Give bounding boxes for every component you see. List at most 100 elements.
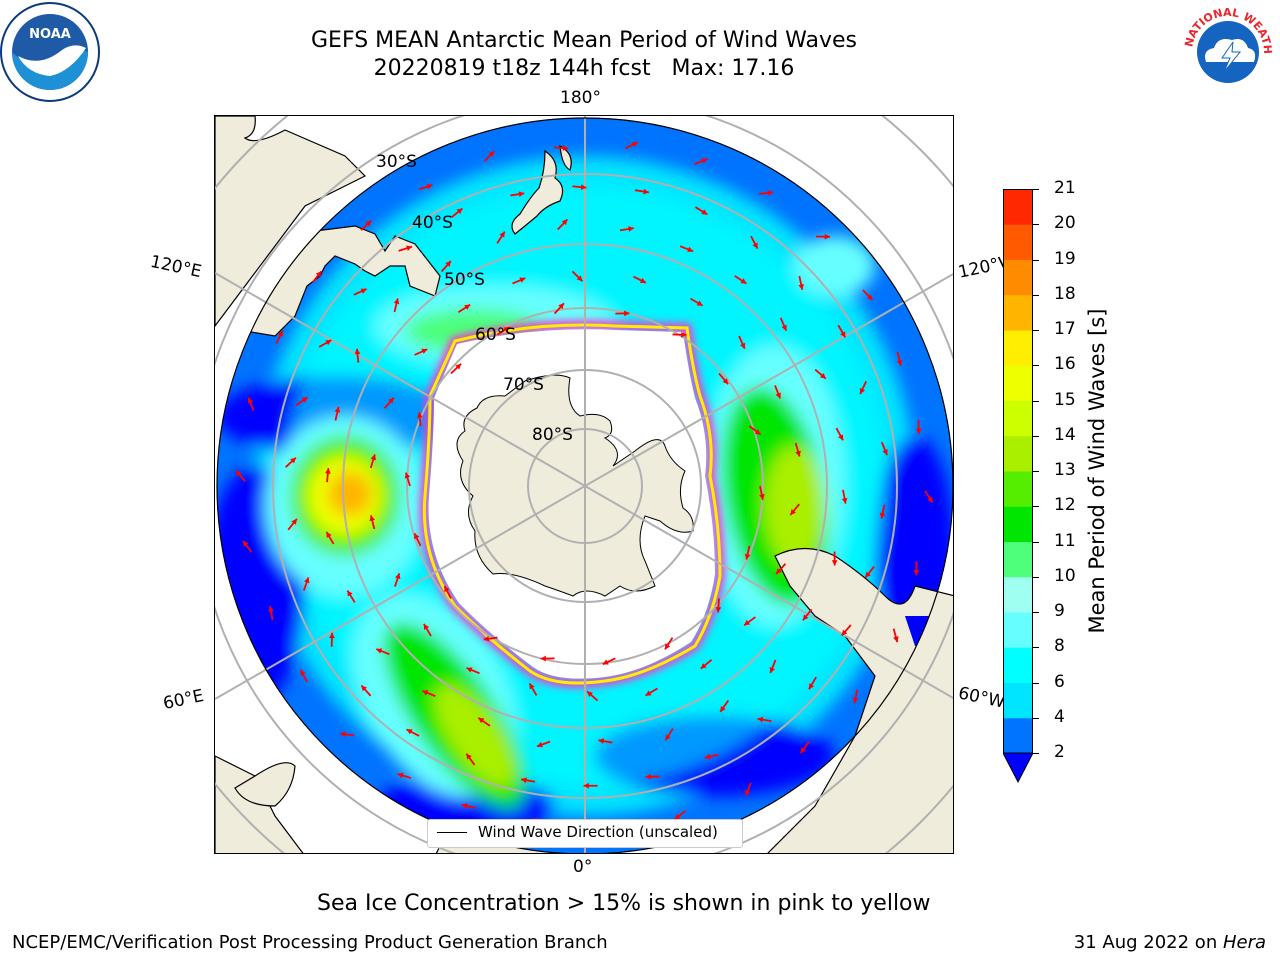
colorbar-segment xyxy=(1003,330,1033,366)
wave-arrow-head xyxy=(865,571,871,578)
wave-arrow-head xyxy=(315,271,322,278)
wave-arrow-head xyxy=(421,348,428,354)
colorbar-tick-mark xyxy=(1033,612,1039,613)
wave-arrow-head xyxy=(576,275,583,282)
lat-label-30s: 30°S xyxy=(376,152,417,172)
colorbar-tick-label: 4 xyxy=(1054,706,1065,727)
colorbar-tick-label: 2 xyxy=(1054,742,1065,762)
lat-label-80s: 80°S xyxy=(532,425,573,445)
wave-arrow-head xyxy=(456,208,463,214)
wave-arrow-head xyxy=(879,512,886,519)
colorbar-tick-mark xyxy=(1033,400,1039,402)
colorbar-segment xyxy=(1003,294,1033,331)
wave-arrow-head xyxy=(291,518,297,525)
wave-arrow-head xyxy=(268,606,274,612)
colorbar-segment xyxy=(1003,682,1033,719)
wave-arrow-head xyxy=(455,363,462,370)
wave-arrow-head xyxy=(831,560,838,566)
colorbar-tick-mark xyxy=(1033,330,1039,331)
wave-arrow-head xyxy=(422,690,429,696)
wave-arrow-head xyxy=(674,813,681,820)
wave-arrow-head xyxy=(329,632,335,639)
antarctica xyxy=(456,374,694,597)
wave-arrow-head xyxy=(759,493,765,500)
wave-arrow-head xyxy=(365,220,372,227)
wave-arrow-head xyxy=(798,284,805,290)
colorbar-segment xyxy=(1003,259,1033,296)
wave-arrow-head xyxy=(416,412,423,418)
colorbar-extension xyxy=(1002,752,1034,784)
wave-arrow-head xyxy=(628,226,634,232)
lat-label-40s: 40°S xyxy=(412,213,453,233)
wave-arrow-head xyxy=(915,428,922,434)
wave-arrow-head xyxy=(840,331,846,338)
wave-arrow-head xyxy=(624,310,630,317)
colorbar-segment xyxy=(1003,576,1033,613)
colorbar-tick-label: 18 xyxy=(1054,283,1076,304)
wave-arrow-head xyxy=(704,753,711,760)
wave-arrow-head xyxy=(927,496,933,503)
wave-arrow-head xyxy=(700,663,707,669)
footer-host: Hera xyxy=(1222,932,1266,953)
map-canvas xyxy=(215,116,953,853)
wave-arrow-head xyxy=(325,340,332,346)
wave-arrow-head xyxy=(247,397,254,404)
colorbar xyxy=(1002,189,1034,784)
map-legend: Wind Wave Direction (unscaled) xyxy=(427,819,743,848)
wave-arrow-head xyxy=(701,158,708,164)
colorbar-tick-label: 15 xyxy=(1054,389,1076,410)
wave-arrow-head xyxy=(393,298,400,305)
wave-arrow-head xyxy=(744,789,751,796)
wave-arrow-head xyxy=(466,667,473,673)
wave-arrow-head xyxy=(744,553,751,560)
wave-arrow-head xyxy=(301,397,308,403)
wave-arrow-head xyxy=(852,697,859,704)
colorbar-tick-mark xyxy=(1033,717,1039,719)
wave-arrow-head xyxy=(464,304,471,310)
wave-arrow-head xyxy=(562,145,569,151)
colorbar-tick-mark xyxy=(1033,294,1039,296)
wave-arrow-head xyxy=(744,619,751,626)
colorbar-tick-mark xyxy=(1033,435,1039,437)
wave-arrow-head xyxy=(769,667,775,673)
colorbar-tick-label: 12 xyxy=(1054,495,1076,516)
colorbar-tick-mark xyxy=(1033,259,1039,261)
wave-arrow-head xyxy=(370,454,377,461)
colorbar-tick-mark xyxy=(1033,682,1039,684)
wave-arrow-head xyxy=(824,233,830,240)
wave-arrow-head xyxy=(882,449,888,456)
wave-arrow-head xyxy=(701,209,708,215)
colorbar-tick-mark xyxy=(1033,471,1039,472)
wave-arrow-head xyxy=(687,246,694,253)
wave-arrow-head xyxy=(819,373,826,379)
wave-arrow-head xyxy=(290,457,296,464)
wave-arrow-head xyxy=(645,773,651,780)
colorbar-tick-label: 8 xyxy=(1054,636,1065,657)
colorbar-tick-label: 14 xyxy=(1054,424,1076,445)
wave-arrow-head xyxy=(466,753,472,760)
wave-arrow-head xyxy=(347,590,353,597)
lat-label-60s: 60°S xyxy=(475,325,516,345)
wave-arrow-head xyxy=(664,643,671,650)
wave-arrow-head xyxy=(388,397,394,404)
wave-arrow-head xyxy=(558,303,564,310)
colorbar-segment xyxy=(1003,506,1033,542)
wave-arrow-head xyxy=(767,190,773,196)
wave-arrow-head xyxy=(781,324,787,331)
wave-arrow-head xyxy=(540,655,546,662)
wave-arrow-head xyxy=(790,509,796,515)
colorbar-tick-label: 6 xyxy=(1054,671,1065,692)
wave-arrow-head xyxy=(752,242,758,249)
wave-arrow-head xyxy=(665,734,671,741)
wave-arrow-head xyxy=(499,231,505,238)
nws-logo: NATIONAL WEATHER SERVICE xyxy=(1174,0,1278,102)
wave-arrow-head xyxy=(503,327,510,333)
wave-arrow-head xyxy=(242,540,249,547)
wave-arrow-head xyxy=(404,472,411,479)
colorbar-tick-label: 16 xyxy=(1054,354,1076,375)
wave-arrow-head xyxy=(795,450,801,457)
wave-arrow-head xyxy=(598,738,605,744)
wave-arrow-head xyxy=(406,729,413,735)
wave-arrow-head xyxy=(580,184,587,191)
colorbar-label: Mean Period of Wind Waves [s] xyxy=(1085,308,1109,634)
